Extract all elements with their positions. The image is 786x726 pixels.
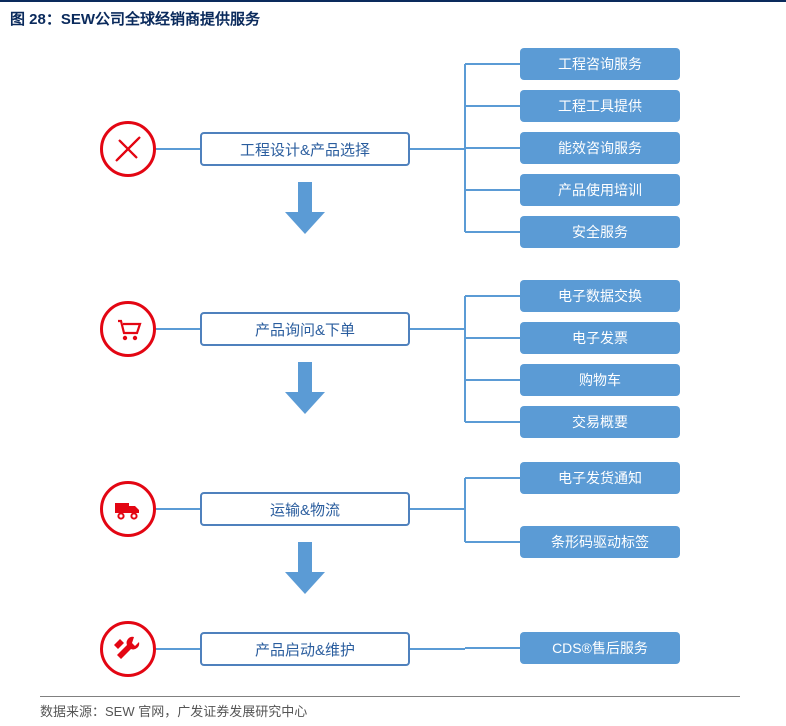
sub-node-design-0: 工程咨询服务 (520, 48, 680, 80)
sub-node-logistics-0: 电子发货通知 (520, 462, 680, 494)
sub-node-order-0: 电子数据交换 (520, 280, 680, 312)
flow-diagram: 工程设计&产品选择 工程咨询服务工程工具提供能效咨询服务产品使用培训安全服务产品询… (0, 32, 786, 692)
connector (464, 478, 466, 542)
sub-node-design-2: 能效咨询服务 (520, 132, 680, 164)
connector (156, 648, 200, 650)
connector (465, 477, 520, 479)
sub-node-order-1: 电子发票 (520, 322, 680, 354)
connector (465, 189, 520, 191)
connector (465, 647, 520, 649)
sub-node-design-1: 工程工具提供 (520, 90, 680, 122)
sub-node-logistics-1: 条形码驱动标签 (520, 526, 680, 558)
main-node-logistics: 运输&物流 (200, 492, 410, 526)
sub-node-design-3: 产品使用培训 (520, 174, 680, 206)
figure-title: 图 28：SEW公司全球经销商提供服务 (0, 0, 786, 35)
connector (465, 541, 520, 543)
figure-source: 数据来源：SEW 官网，广发证券发展研究中心 (40, 696, 740, 720)
connector (465, 421, 520, 423)
sub-node-order-2: 购物车 (520, 364, 680, 396)
connector (410, 508, 465, 510)
main-node-maintain: 产品启动&维护 (200, 632, 410, 666)
sub-node-maintain-0: CDS®售后服务 (520, 632, 680, 664)
connector (156, 148, 200, 150)
main-node-design: 工程设计&产品选择 (200, 132, 410, 166)
connector (156, 328, 200, 330)
cart-icon (100, 301, 156, 357)
pencil-ruler-icon (100, 121, 156, 177)
connector (410, 148, 465, 150)
truck-icon (100, 481, 156, 537)
connector (465, 337, 520, 339)
connector (465, 295, 520, 297)
down-arrow-icon (285, 182, 325, 236)
tools-icon (100, 621, 156, 677)
connector (465, 379, 520, 381)
connector (465, 231, 520, 233)
connector (465, 63, 520, 65)
sub-node-design-4: 安全服务 (520, 216, 680, 248)
connector (410, 648, 465, 650)
connector (464, 296, 466, 422)
connector (465, 105, 520, 107)
connector (156, 508, 200, 510)
connector (410, 328, 465, 330)
main-node-order: 产品询问&下单 (200, 312, 410, 346)
down-arrow-icon (285, 362, 325, 416)
down-arrow-icon (285, 542, 325, 596)
sub-node-order-3: 交易概要 (520, 406, 680, 438)
connector (465, 147, 520, 149)
